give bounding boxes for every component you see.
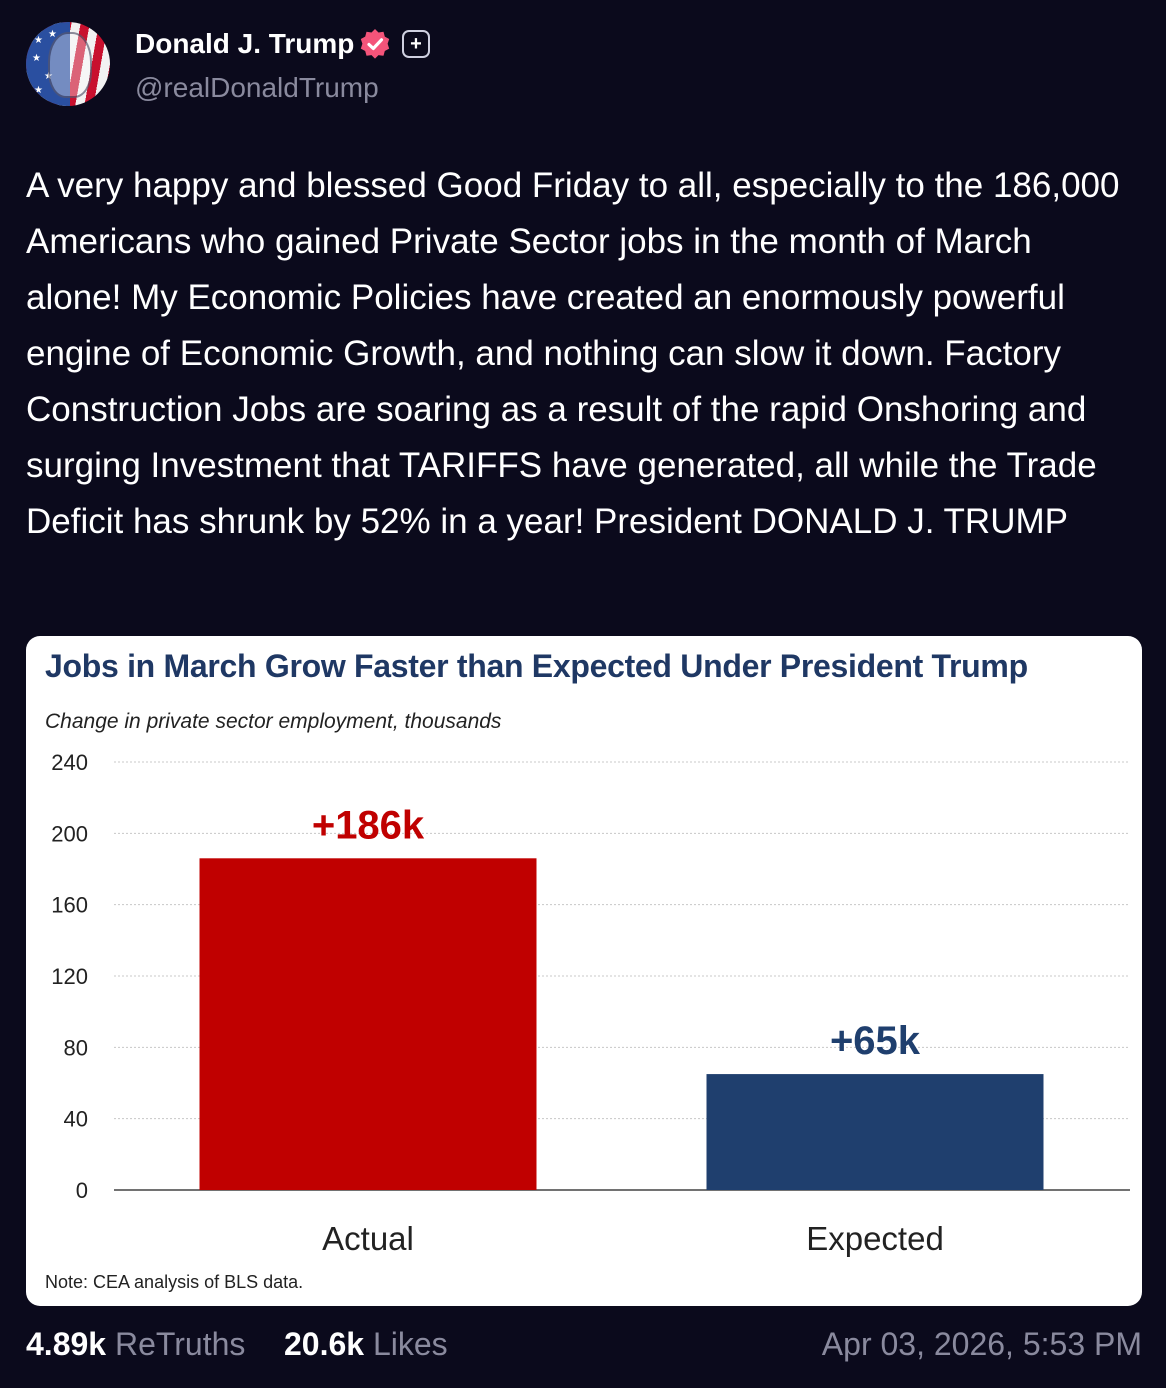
- chart-note: Note: CEA analysis of BLS data.: [45, 1272, 304, 1292]
- retruths-label: ReTruths: [114, 1326, 246, 1362]
- y-tick-label: 120: [51, 964, 88, 989]
- post-stats: 4.89k ReTruths 20.6k Likes Apr 03, 2026,…: [26, 1326, 1142, 1370]
- chart-subtitle: Change in private sector employment, tho…: [45, 710, 502, 733]
- x-tick-label: Actual: [322, 1220, 414, 1257]
- y-tick-label: 0: [76, 1178, 88, 1203]
- bar-chart: 0 40 80 120 160 200 240 +186k Actual +65k Expected: [51, 750, 1130, 1257]
- y-tick-label: 200: [51, 821, 88, 846]
- chart-card[interactable]: Jobs in March Grow Faster than Expected …: [26, 636, 1142, 1306]
- retruths-count: 4.89k: [26, 1326, 107, 1362]
- plus-badge-icon: +: [402, 30, 430, 58]
- likes-label: Likes: [372, 1326, 448, 1362]
- likes-stat[interactable]: 20.6k Likes: [284, 1326, 448, 1363]
- post-timestamp[interactable]: Apr 03, 2026, 5:53 PM: [821, 1326, 1142, 1362]
- data-label: +65k: [830, 1019, 921, 1063]
- likes-count: 20.6k: [284, 1326, 365, 1362]
- x-tick-label: Expected: [806, 1220, 944, 1257]
- y-tick-label: 40: [64, 1107, 88, 1132]
- post-text: A very happy and blessed Good Friday to …: [26, 166, 1120, 541]
- bar-actual: [199, 858, 537, 1190]
- verified-check-icon: [360, 29, 390, 59]
- bar-expected: [706, 1074, 1044, 1190]
- author-name[interactable]: Donald J. Trump: [135, 28, 355, 59]
- data-label: +186k: [312, 803, 425, 847]
- author-handle[interactable]: @realDonaldTrump: [135, 72, 379, 103]
- y-tick-label: 240: [51, 750, 88, 775]
- retruths-stat[interactable]: 4.89k ReTruths: [26, 1326, 245, 1363]
- chart-title: Jobs in March Grow Faster than Expected …: [45, 648, 1028, 684]
- post-header: ★ ★ ★ ★ ★ Donald J. Trump + @realDonaldT…: [26, 22, 1126, 108]
- y-tick-label: 160: [51, 893, 88, 918]
- avatar[interactable]: ★ ★ ★ ★ ★: [26, 22, 110, 106]
- y-tick-label: 80: [64, 1035, 88, 1060]
